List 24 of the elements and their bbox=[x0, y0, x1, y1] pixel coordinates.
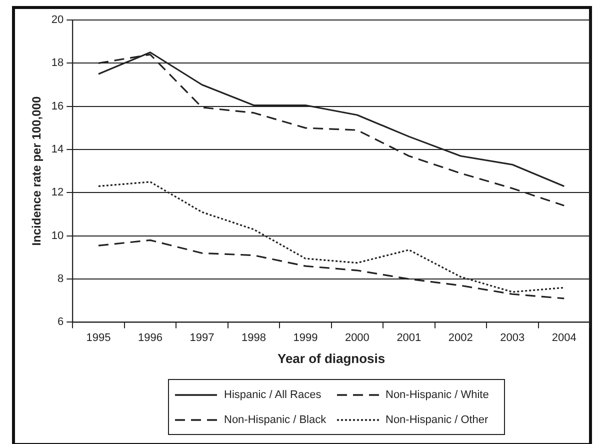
y-tick-label: 12 bbox=[51, 186, 64, 199]
y-tick-label: 14 bbox=[51, 144, 64, 156]
y-tick-label: 18 bbox=[51, 57, 64, 70]
y-tick-label: 8 bbox=[58, 273, 64, 286]
x-tick-label: 2002 bbox=[448, 332, 473, 344]
x-tick-label: 2003 bbox=[500, 332, 525, 344]
x-tick-label: 1997 bbox=[190, 332, 214, 344]
x-tick-label: 1999 bbox=[293, 332, 318, 344]
x-tick-label: 1995 bbox=[86, 332, 111, 344]
x-tick-label: 1998 bbox=[241, 332, 266, 344]
legend-label: Non-Hispanic / Black bbox=[224, 414, 326, 426]
x-tick-label: 2000 bbox=[344, 332, 370, 344]
legend-label: Non-Hispanic / Other bbox=[386, 414, 488, 426]
x-tick-label: 2001 bbox=[396, 332, 422, 344]
y-tick-label: 6 bbox=[58, 316, 64, 328]
y-axis-title: Incidence rate per 100,000 bbox=[30, 96, 44, 246]
x-axis-title: Year of diagnosis bbox=[277, 350, 386, 366]
x-tick-label: 1996 bbox=[138, 332, 162, 344]
legend-label: Hispanic / All Races bbox=[224, 388, 322, 400]
y-tick-label: 16 bbox=[51, 100, 64, 112]
y-tick-label: 20 bbox=[51, 14, 64, 26]
legend-label: Non-Hispanic / White bbox=[386, 388, 489, 400]
y-tick-label: 10 bbox=[51, 230, 64, 242]
x-tick-label: 2004 bbox=[552, 332, 576, 344]
